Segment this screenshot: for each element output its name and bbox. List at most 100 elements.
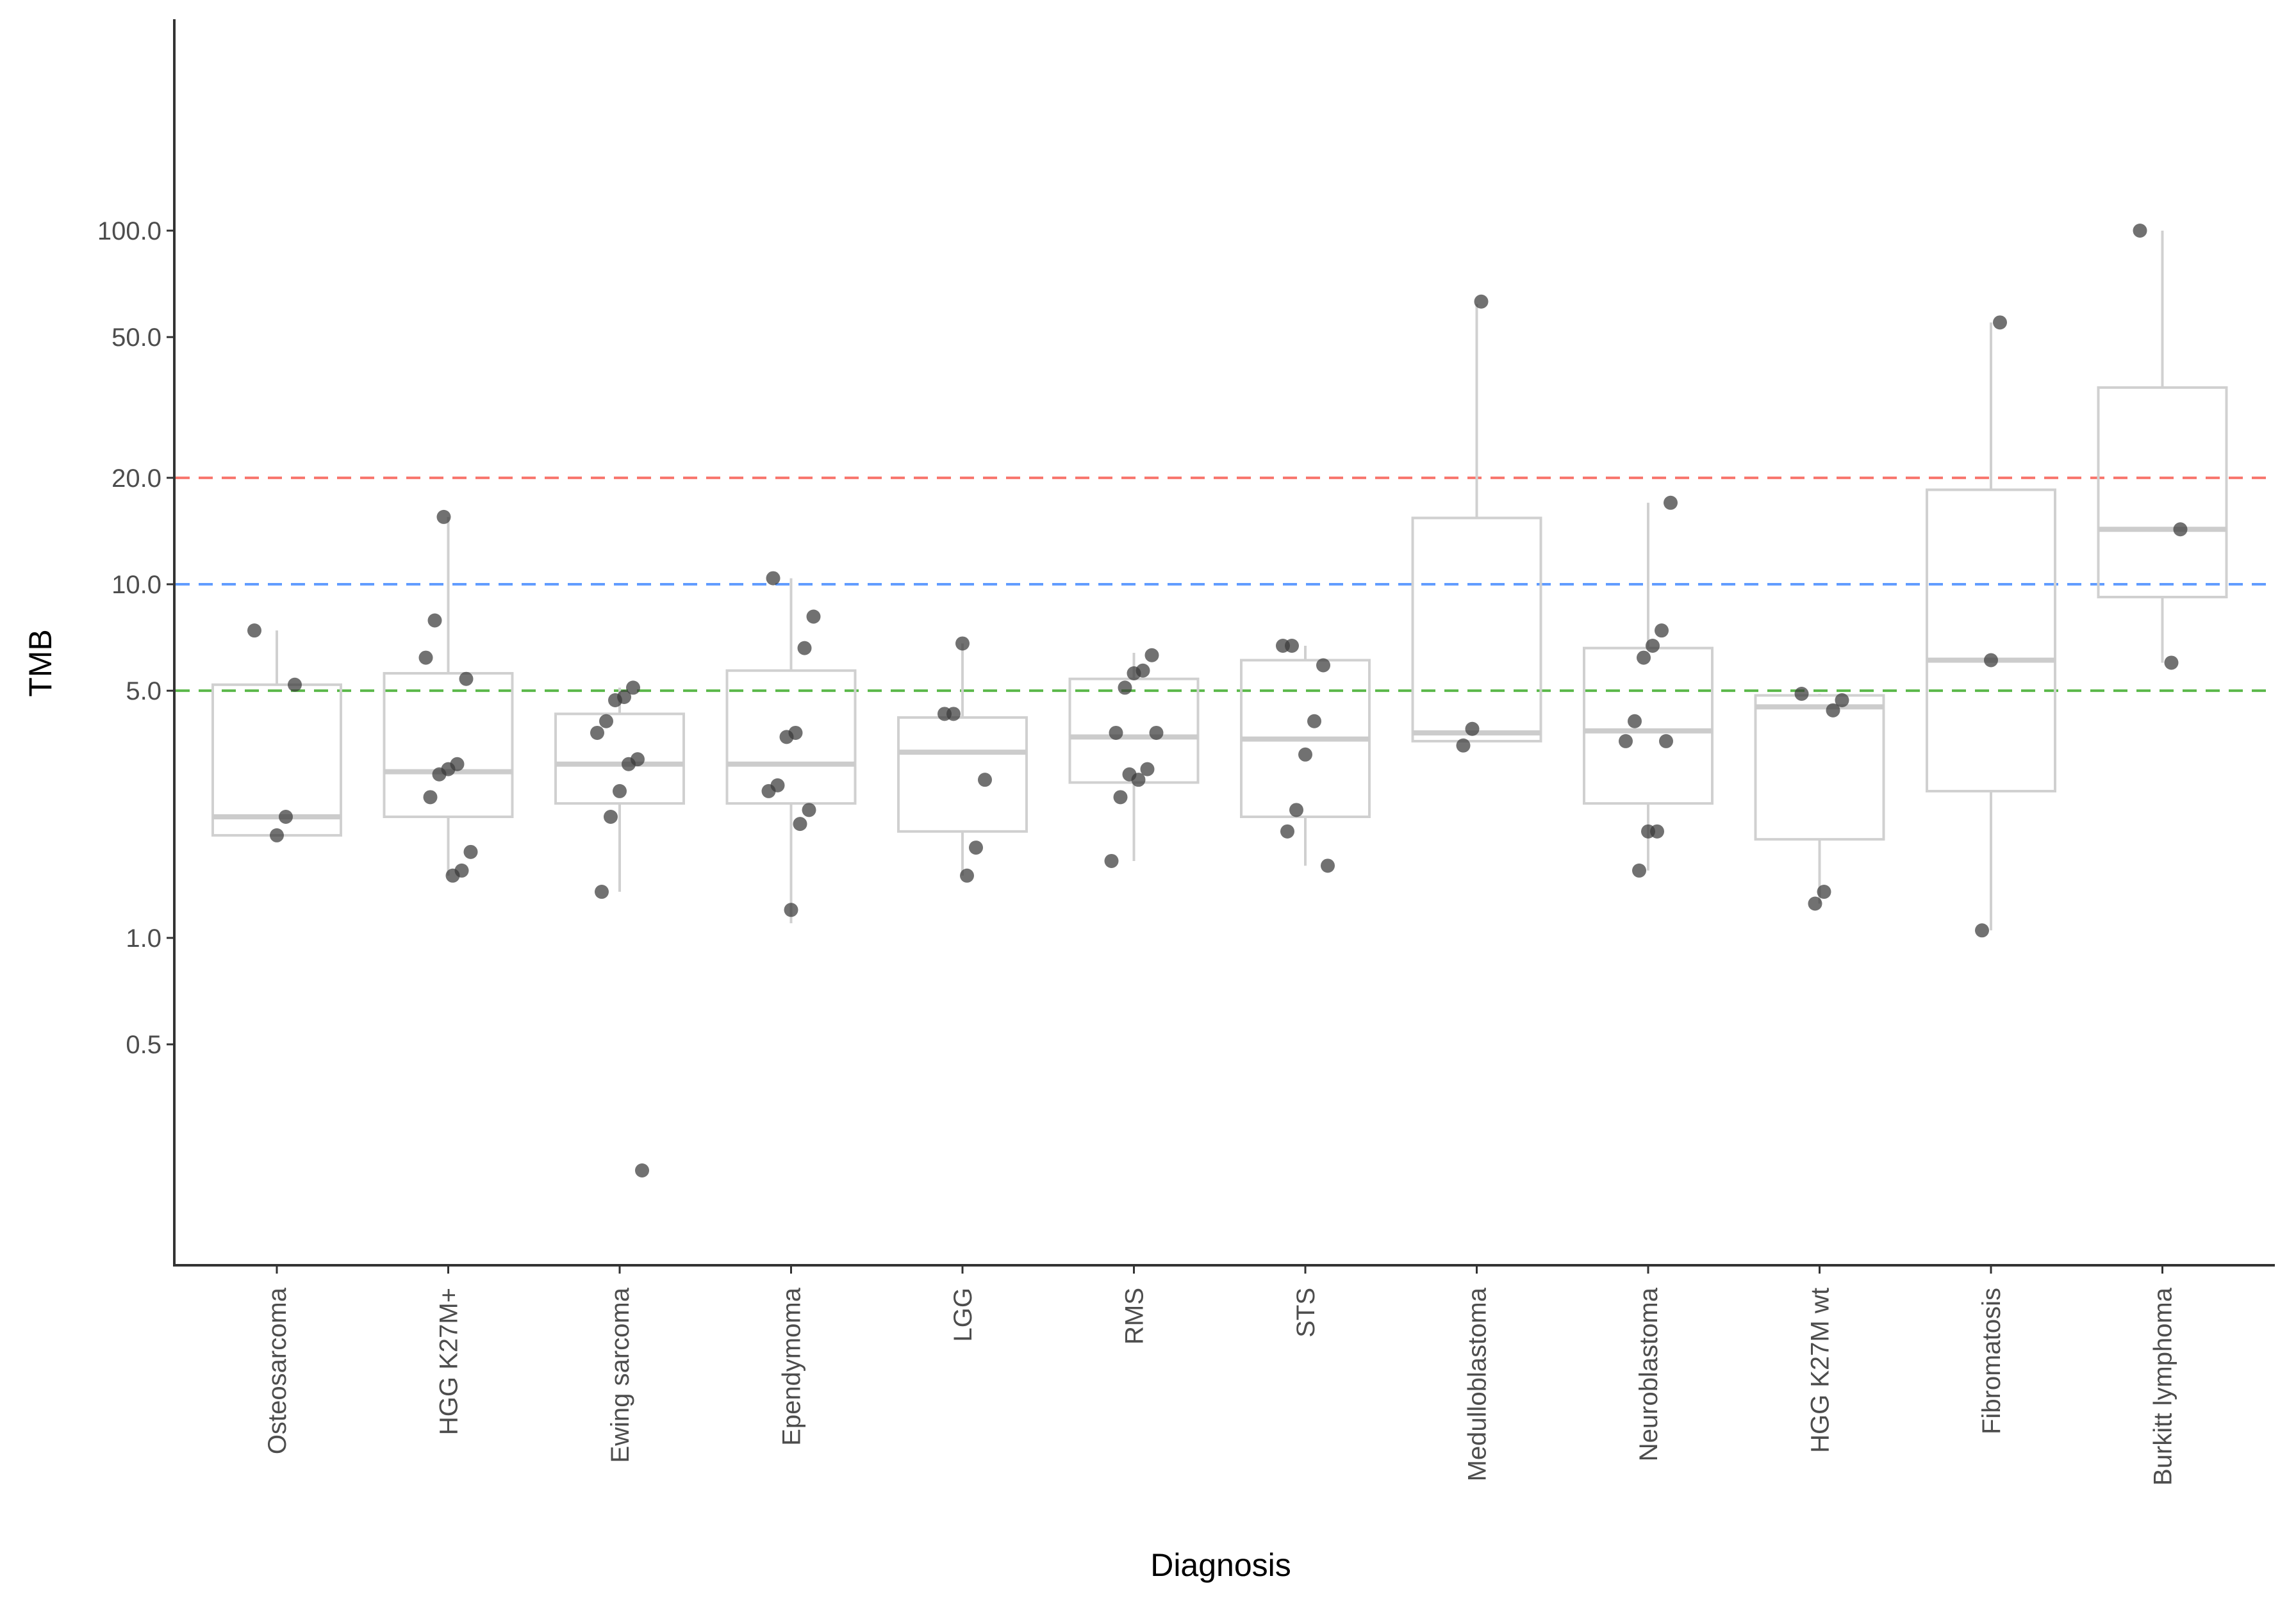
box-rect bbox=[2097, 386, 2228, 598]
data-point bbox=[978, 773, 992, 787]
box-6 bbox=[1240, 646, 1371, 866]
x-tick-label: Burkitt lymphoma bbox=[2149, 1287, 2177, 1486]
y-axis-title: TMB bbox=[22, 629, 58, 697]
box-rect bbox=[1411, 516, 1542, 742]
data-point bbox=[1637, 650, 1651, 665]
data-point bbox=[802, 803, 816, 817]
data-points bbox=[247, 224, 2188, 1177]
data-point bbox=[1113, 790, 1128, 805]
data-point bbox=[937, 707, 952, 721]
data-point bbox=[1826, 703, 1840, 718]
data-point bbox=[604, 809, 618, 824]
y-tick-label: 50.0 bbox=[111, 324, 161, 352]
x-tick-label: Osteosarcoma bbox=[263, 1287, 292, 1454]
box-plots bbox=[211, 231, 2228, 931]
data-point bbox=[969, 841, 983, 855]
data-point bbox=[590, 725, 604, 740]
data-point bbox=[955, 636, 970, 651]
data-point bbox=[1307, 714, 1321, 728]
data-point bbox=[806, 609, 821, 624]
data-point bbox=[626, 680, 640, 695]
data-point bbox=[432, 767, 447, 782]
data-point bbox=[1817, 885, 1831, 899]
reference-lines bbox=[176, 476, 2275, 693]
data-point bbox=[2133, 224, 2147, 238]
data-point bbox=[622, 757, 636, 771]
data-point bbox=[608, 693, 622, 708]
data-point bbox=[797, 641, 812, 655]
data-point bbox=[1655, 623, 1669, 638]
data-point bbox=[418, 650, 433, 665]
data-point bbox=[1289, 803, 1303, 817]
data-point bbox=[779, 730, 794, 744]
data-point bbox=[1628, 714, 1642, 728]
x-tick-label: Neuroblastoma bbox=[1635, 1287, 1663, 1461]
data-point bbox=[595, 885, 609, 899]
box-7 bbox=[1411, 304, 1542, 742]
x-tick-label: STS bbox=[1292, 1288, 1320, 1338]
data-point bbox=[1993, 315, 2007, 330]
data-point bbox=[247, 623, 261, 638]
data-point bbox=[1109, 725, 1123, 740]
box-rect bbox=[1583, 646, 1714, 805]
data-point bbox=[2173, 522, 2188, 537]
box-rect bbox=[554, 712, 685, 805]
data-point bbox=[613, 783, 627, 798]
data-point bbox=[279, 809, 293, 824]
data-point bbox=[1140, 762, 1155, 776]
box-2 bbox=[554, 687, 685, 892]
box-4 bbox=[897, 643, 1028, 876]
data-point bbox=[1321, 858, 1335, 873]
data-point bbox=[784, 903, 798, 917]
data-point bbox=[270, 828, 284, 842]
y-tick-label: 10.0 bbox=[111, 571, 161, 599]
x-axis-ticks: Osteosarcoma HGG K27M+ Ewing sarcoma Ependy… bbox=[263, 1265, 2177, 1486]
x-tick-label: Fibromatosis bbox=[1978, 1288, 2006, 1434]
box-10 bbox=[1926, 322, 2056, 931]
y-axis-ticks: 0.5 1.0 5.0 10.0 20.0 50.0 100.0 bbox=[97, 217, 174, 1059]
data-point bbox=[423, 790, 438, 805]
x-tick-label: LGG bbox=[949, 1288, 977, 1341]
x-tick-label: HGG K27M wt bbox=[1806, 1288, 1835, 1453]
data-point bbox=[1122, 767, 1137, 782]
data-point bbox=[445, 868, 460, 883]
data-point bbox=[1808, 896, 1822, 911]
data-point bbox=[1659, 734, 1673, 748]
data-point bbox=[1632, 863, 1646, 878]
data-point bbox=[288, 677, 302, 692]
data-point bbox=[1465, 721, 1480, 736]
data-point bbox=[1984, 653, 1998, 668]
data-point bbox=[1641, 824, 1655, 839]
data-point bbox=[1316, 658, 1330, 673]
data-point bbox=[427, 613, 442, 628]
box-rect bbox=[383, 672, 514, 818]
data-point bbox=[1835, 693, 1849, 708]
data-point bbox=[599, 714, 613, 728]
data-point bbox=[1149, 725, 1164, 740]
data-point bbox=[1144, 648, 1159, 662]
data-point bbox=[1646, 639, 1660, 653]
data-point bbox=[1456, 738, 1471, 753]
box-rect bbox=[1926, 488, 2056, 792]
box-0 bbox=[211, 630, 342, 837]
data-point bbox=[2164, 655, 2179, 670]
box-3 bbox=[725, 578, 857, 924]
box-rect bbox=[211, 683, 342, 837]
data-point bbox=[1474, 294, 1489, 309]
data-point bbox=[1664, 495, 1678, 510]
data-point bbox=[1276, 639, 1290, 653]
data-point bbox=[793, 817, 807, 832]
box-1 bbox=[383, 516, 514, 876]
y-tick-label: 5.0 bbox=[126, 677, 161, 705]
box-5 bbox=[1068, 652, 1200, 861]
box-11 bbox=[2097, 231, 2228, 663]
x-tick-label: Medulloblastoma bbox=[1464, 1287, 1492, 1481]
x-tick-label: RMS bbox=[1121, 1288, 1149, 1345]
x-axis-title: Diagnosis bbox=[1150, 1547, 1291, 1583]
axes bbox=[173, 19, 2275, 1267]
box-rect bbox=[725, 669, 857, 805]
y-tick-label: 20.0 bbox=[111, 464, 161, 493]
data-point bbox=[1619, 734, 1633, 748]
data-point bbox=[1104, 853, 1119, 868]
